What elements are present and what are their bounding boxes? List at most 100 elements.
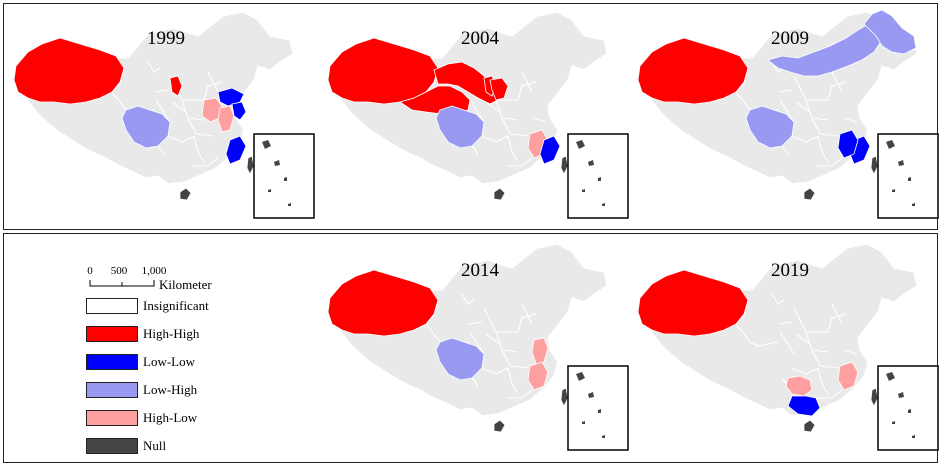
map-2014-inset-island <box>588 392 594 398</box>
map-2014-inset-frame <box>567 365 629 451</box>
map-2009-province-border <box>781 145 789 155</box>
map-2019-province-border <box>831 303 843 325</box>
map-2014: 2014 <box>322 238 640 458</box>
legend-swatch-high-high <box>86 326 138 342</box>
map-2019-inset-island <box>886 372 895 381</box>
map-1999-inset-island <box>268 189 271 192</box>
map-2014-province-border <box>517 313 537 333</box>
map-2004-province-border <box>547 101 563 107</box>
map-2014-region-sichuan <box>435 337 485 381</box>
map-2009-inset-island <box>892 189 895 192</box>
map-2019-region-taiwan <box>870 387 879 407</box>
map-2009-region-sichuan <box>745 105 795 149</box>
map-2004-region-gansu <box>433 61 499 105</box>
map-2019-province-border <box>779 331 795 355</box>
map-2009-province-border <box>779 99 795 123</box>
map-1999-inset-island <box>284 177 287 181</box>
scale-tick-500: 500 <box>111 265 128 277</box>
map-2009-inset-island <box>908 177 911 181</box>
map-2009-inset <box>877 133 939 219</box>
map-2004-region-xinjiang <box>327 37 439 105</box>
legend-swatch-low-high <box>86 382 138 398</box>
map-2019-region-xinjiang <box>637 269 749 337</box>
legend-label-low-high: Low-High <box>143 382 198 397</box>
scale-tick-0: 0 <box>87 265 93 277</box>
map-2009: 2009 <box>632 6 941 226</box>
map-2014-region-jiangxi <box>527 361 549 391</box>
map-2004-province-border <box>485 101 501 113</box>
map-2009-year-label: 2009 <box>771 28 809 49</box>
map-2014-province-border <box>506 389 533 399</box>
map-2019-province-border <box>816 389 843 399</box>
map-2009-province-border <box>857 101 873 107</box>
map-1999-province-border <box>167 135 195 143</box>
map-2004-province-border <box>506 157 533 167</box>
map-1999-province-border <box>207 71 219 93</box>
map-2019-province-border <box>827 313 847 333</box>
map-2014-province-border <box>469 331 485 355</box>
legend-swatch-insignificant <box>86 298 138 314</box>
map-1999: 1999 <box>8 6 326 226</box>
map-2014-province-border <box>501 349 529 369</box>
map-svg-2004: 2004 <box>327 11 629 219</box>
map-2019-province-border <box>843 349 857 355</box>
map-2004-province-border <box>469 99 485 123</box>
map-1999-inset-island <box>274 160 280 166</box>
scale-bar-line <box>89 280 155 287</box>
map-2014-inset-island <box>598 409 601 413</box>
map-1999-inset-island <box>288 203 291 206</box>
map-2014-province-border <box>467 321 483 325</box>
map-1999-province-border <box>187 117 215 137</box>
map-2019-region-hainan <box>803 419 816 433</box>
map-2019-province-border <box>771 293 785 305</box>
map-2004-inset-island <box>576 140 585 149</box>
map-2004-region-sichuan <box>435 105 485 149</box>
map-2014-inset-island <box>582 421 585 424</box>
map-2004-inset <box>567 133 629 219</box>
map-1999-province-border <box>203 81 223 101</box>
map-2004-province-border <box>521 71 533 93</box>
map-2009-province-border <box>816 157 843 167</box>
legend-label-high-high: High-High <box>143 326 200 341</box>
map-1999-region-jiangsu <box>231 101 247 121</box>
map-1999-province-border <box>193 135 205 163</box>
map-1999-province-border <box>157 145 165 155</box>
map-2009-inset-island <box>886 140 895 149</box>
map-2009-inset-island <box>912 203 915 206</box>
map-1999-province-border <box>147 61 161 73</box>
scale-unit: Kilometer <box>159 277 212 292</box>
scale-bar: 0 500 1,000 Kilometer <box>87 265 212 292</box>
map-2019-inset <box>877 365 939 451</box>
map-2019-province-border <box>777 321 793 325</box>
map-2009-province-border <box>791 135 819 143</box>
map-2009-province-border <box>827 81 847 101</box>
map-2004-province-border <box>533 117 547 123</box>
map-2004-region-taiwan <box>560 155 569 175</box>
legend-label-null: Null <box>143 438 167 453</box>
legend-swatch-null <box>86 438 138 454</box>
map-2019-province-border <box>735 323 779 347</box>
legend: 0 500 1,000 Kilometer Insignificant High-… <box>86 262 306 455</box>
map-2019-inset-island <box>898 392 904 398</box>
map-2019-year-label: 2019 <box>771 260 809 281</box>
map-2004-inset-island <box>582 189 585 192</box>
legend-swatch-low-low <box>86 354 138 370</box>
map-2014-province-border <box>481 367 509 375</box>
map-2014-province-border <box>507 367 519 395</box>
map-1999-region-taiwan <box>246 155 255 175</box>
legend-item-insignificant: Insignificant <box>86 297 209 315</box>
legend-label-high-low: High-Low <box>143 410 198 425</box>
map-2019-region-guangxi <box>787 395 821 417</box>
map-2004-province-border <box>501 117 529 137</box>
map-1999-region-ningxia <box>169 75 183 97</box>
map-2004-region-hainan <box>493 187 506 201</box>
map-2014-province-border <box>485 333 501 345</box>
map-2014-region-hainan <box>493 419 506 433</box>
map-2019-inset-island <box>908 409 911 413</box>
map-svg-2009: 2009 <box>637 9 939 219</box>
map-1999-region-sichuan <box>121 105 171 149</box>
map-2014-province-border <box>471 377 479 387</box>
map-2019: 2019 <box>632 238 941 458</box>
legend-item-null: Null <box>86 437 166 455</box>
map-2004-year-label: 2004 <box>461 28 500 49</box>
